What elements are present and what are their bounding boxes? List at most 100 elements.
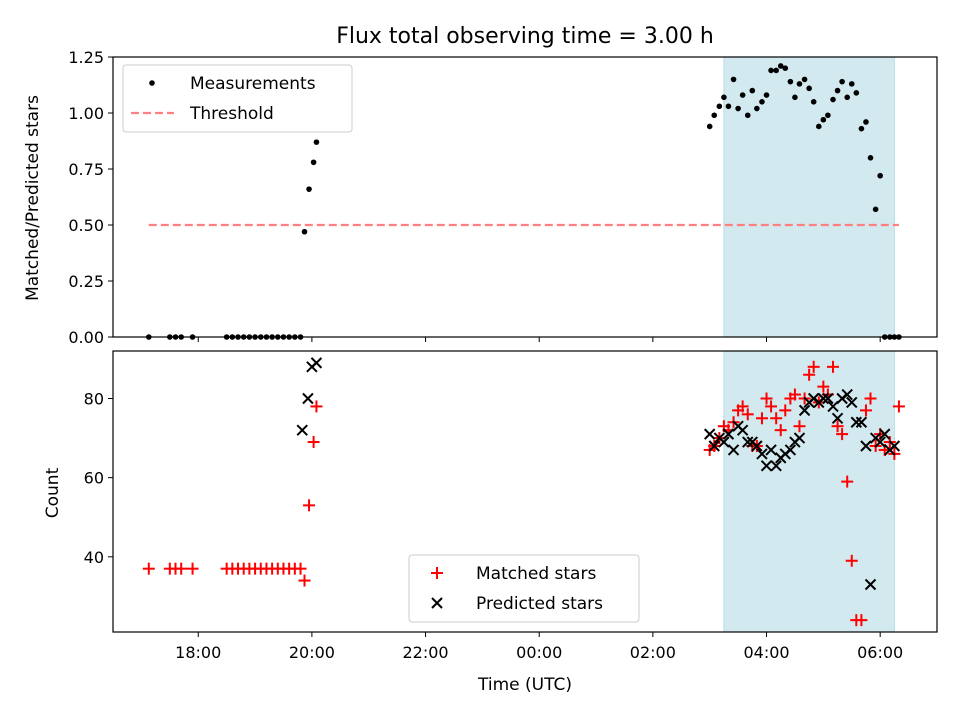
matched-star-point <box>307 436 320 449</box>
matched-star-point <box>841 475 854 488</box>
predicted-star-point <box>751 440 763 452</box>
predicted-star-point <box>831 412 844 424</box>
top-panel: 0.00 0.25 0.50 0.75 1.00 1.25 <box>68 48 938 347</box>
x-tick-label: 18:00 <box>175 643 221 662</box>
matched-star-point <box>310 400 323 413</box>
matched-star-point <box>741 408 754 421</box>
matched-star-point <box>859 404 872 417</box>
predicted-star-point <box>822 392 834 405</box>
bottom-series-predicted-stars <box>296 357 901 591</box>
predicted-star-point <box>302 392 314 405</box>
chart-title: Flux total observing time = 3.00 h <box>336 24 714 49</box>
measurement-point <box>839 78 845 85</box>
predicted-star-point <box>703 428 716 440</box>
predicted-star-point <box>817 392 830 405</box>
predicted-star-point <box>296 424 308 436</box>
predicted-star-point <box>742 436 754 448</box>
measurement-point <box>773 67 779 74</box>
matched-star-point <box>298 574 311 587</box>
measurement-point <box>848 81 855 87</box>
matched-star-point <box>760 392 773 405</box>
matched-star-point <box>788 388 801 401</box>
x-tick-label: 20:00 <box>289 643 335 662</box>
measurement-point <box>792 94 798 101</box>
matched-star-point <box>294 562 307 575</box>
predicted-star-point <box>874 436 886 448</box>
bottom-y-tick-label: 60 <box>84 469 104 488</box>
predicted-star-point <box>888 440 901 452</box>
top-y-tick-label: 0.25 <box>68 272 104 291</box>
bottom-y-tick-label: 80 <box>84 389 104 408</box>
predicted-star-point <box>860 440 872 452</box>
measurement-point <box>867 155 874 161</box>
measurement-point <box>810 99 817 105</box>
measurement-point <box>830 96 836 103</box>
predicted-star-point <box>846 396 858 409</box>
measurement-point <box>815 123 822 130</box>
measurement-point <box>825 112 831 119</box>
predicted-star-point <box>855 416 868 428</box>
matched-star-point <box>779 404 792 417</box>
predicted-star-point <box>798 404 811 417</box>
top-y-tick-label: 0.75 <box>68 160 104 179</box>
top-y-tick-label: 1.00 <box>68 104 104 123</box>
predicted-star-point <box>879 428 891 440</box>
measurement-point <box>301 228 308 235</box>
predicted-star-point <box>756 448 768 460</box>
top-y-axis-label: Matched/Predicted stars <box>23 95 43 301</box>
x-tick-label: 04:00 <box>743 643 789 662</box>
matched-star-point <box>836 428 849 441</box>
legend-measurements-marker <box>149 80 155 86</box>
legend-threshold-label: Threshold <box>189 104 274 124</box>
measurement-point <box>863 119 869 125</box>
measurement-point <box>730 76 737 83</box>
matched-star-point <box>755 412 768 425</box>
measurement-point <box>777 63 784 69</box>
predicted-star-point <box>850 416 863 428</box>
predicted-star-point <box>793 432 806 444</box>
matched-star-point <box>142 562 155 575</box>
measurement-point <box>834 87 841 94</box>
measurement-point <box>721 94 727 101</box>
matched-star-point <box>186 562 199 575</box>
legend-measurements-label: Measurements <box>190 74 316 94</box>
x-tick-label: 22:00 <box>402 643 448 662</box>
predicted-star-point <box>770 460 782 472</box>
measurement-point <box>768 67 774 74</box>
matched-star-point <box>736 400 749 413</box>
matched-star-point <box>774 424 787 437</box>
legend-matched-marker <box>431 567 443 579</box>
measurement-point <box>310 159 317 166</box>
top-y-tick-label: 0.00 <box>68 328 104 347</box>
measurement-point <box>782 65 789 71</box>
bottom-panel: 40 60 80 18:00 20:00 22:00 00:00 02:00 04:00 06:0… <box>84 350 938 662</box>
top-legend: Measurements Threshold <box>122 64 353 133</box>
x-axis-label: Time (UTC) <box>477 675 572 695</box>
predicted-star-point <box>722 428 735 440</box>
measurement-point <box>796 81 803 87</box>
matched-star-point <box>855 614 868 627</box>
predicted-star-point <box>827 400 839 413</box>
matched-star-point <box>765 400 778 413</box>
predicted-star-point <box>727 444 740 456</box>
top-y-tick-label: 1.25 <box>68 48 104 67</box>
predicted-star-point <box>784 444 797 456</box>
matched-star-point <box>175 562 188 575</box>
matched-star-point <box>831 420 844 433</box>
matched-star-point <box>864 392 877 405</box>
bottom-y-axis-label: Count <box>43 467 63 518</box>
measurement-point <box>877 172 883 179</box>
measurement-point <box>735 105 741 112</box>
predicted-star-point <box>864 578 877 591</box>
x-tick-label: 00:00 <box>516 643 562 662</box>
measurement-point <box>858 125 865 132</box>
measurement-point <box>754 105 760 112</box>
matched-star-point <box>770 412 783 425</box>
top-axes-frame <box>112 56 938 338</box>
matched-star-point <box>892 400 905 413</box>
measurement-point <box>706 123 713 130</box>
predicted-star-point <box>718 436 730 448</box>
measurement-point <box>872 206 879 213</box>
measurement-point <box>725 103 732 110</box>
measurement-point <box>853 90 860 96</box>
